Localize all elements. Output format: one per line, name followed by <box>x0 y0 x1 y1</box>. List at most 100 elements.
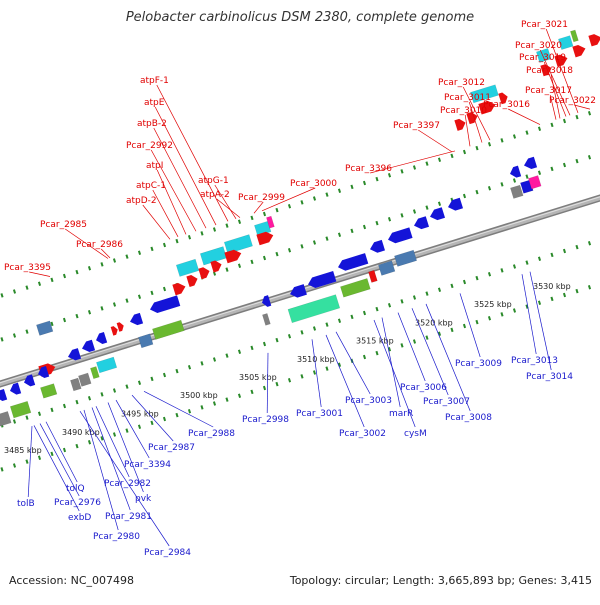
reverse-tick-mark <box>512 264 517 269</box>
forward-tick-mark <box>212 227 217 232</box>
reverse-tick-mark <box>462 279 467 285</box>
forward-gene-label: atpG-1 <box>198 176 229 186</box>
reverse-gene-arrow <box>338 253 369 271</box>
reverse-tick-mark <box>50 451 54 457</box>
forward-tick-mark <box>300 244 304 249</box>
reverse-tick-mark <box>25 459 29 464</box>
forward-tick-mark <box>0 337 4 342</box>
reverse-leader-line <box>143 391 214 428</box>
forward-tick-mark <box>400 169 404 174</box>
forward-tick-mark <box>225 223 229 228</box>
forward-gene-label: atpC-1 <box>136 181 166 191</box>
forward-tick-mark <box>62 273 67 279</box>
forward-tick-mark <box>425 205 429 210</box>
forward-tick-mark <box>137 294 142 299</box>
reverse-tick-mark <box>225 353 229 358</box>
reverse-tick-mark <box>212 401 217 406</box>
gene-box <box>262 313 271 326</box>
forward-gene-label: atpF-1 <box>140 76 169 86</box>
forward-gene-label: Pcar_3017 <box>525 86 572 96</box>
gene-box <box>175 258 200 277</box>
reverse-tick-mark <box>12 463 17 468</box>
reverse-gene-label: Pcar_2987 <box>148 443 195 453</box>
forward-leader-line <box>216 198 241 218</box>
gene-box <box>0 411 12 427</box>
reverse-tick-mark <box>125 428 129 433</box>
reverse-tick-mark <box>537 300 542 305</box>
gene-box <box>36 320 54 336</box>
reverse-tick-mark <box>137 424 142 429</box>
gene-box <box>9 400 32 419</box>
reverse-tick-mark <box>487 272 492 277</box>
reverse-tick-mark <box>487 316 492 321</box>
forward-tick-mark <box>337 188 342 193</box>
forward-tick-mark <box>112 258 117 263</box>
forward-gene-label: Pcar_2992 <box>126 141 173 151</box>
reverse-tick-mark <box>187 365 192 370</box>
reverse-tick-mark <box>475 275 479 281</box>
gene-box <box>287 294 341 324</box>
reverse-tick-mark <box>337 318 342 323</box>
forward-tick-mark <box>262 211 267 217</box>
reverse-gene-label: tolB <box>17 499 35 509</box>
reverse-gene-label: Pcar_2981 <box>105 512 152 522</box>
forward-tick-mark <box>325 192 329 197</box>
forward-leader-line <box>261 187 316 212</box>
forward-tick-mark <box>162 242 167 248</box>
forward-tick-mark <box>412 209 417 214</box>
scale-tick-label: 3525 kbp <box>474 300 512 309</box>
reverse-tick-mark <box>37 455 42 460</box>
forward-tick-mark <box>587 111 592 116</box>
forward-gene-label: Pcar_3021 <box>521 20 568 30</box>
reverse-tick-mark <box>262 341 267 347</box>
reverse-gene-label: Pcar_2980 <box>93 532 140 542</box>
reverse-tick-mark <box>375 306 379 312</box>
forward-leader-line <box>418 129 453 153</box>
forward-leader-line <box>462 86 491 141</box>
reverse-leader-line <box>521 274 537 355</box>
forward-gene-arrow <box>572 45 586 58</box>
reverse-gene-arrow <box>388 227 413 244</box>
reverse-leader-line <box>45 421 78 483</box>
reverse-tick-mark <box>575 288 579 294</box>
forward-gene-label: Pcar_3011 <box>444 93 491 103</box>
forward-tick-mark <box>275 251 279 257</box>
reverse-leader-line <box>311 339 322 408</box>
forward-tick-mark <box>525 130 529 135</box>
forward-tick-mark <box>162 286 167 292</box>
forward-tick-mark <box>25 329 29 334</box>
reverse-gene-label: Pcar_3003 <box>345 396 392 406</box>
forward-tick-mark <box>512 178 517 183</box>
reverse-gene-label: cysM <box>404 429 427 439</box>
forward-tick-mark <box>512 134 517 139</box>
reverse-tick-mark <box>112 388 117 393</box>
reverse-tick-mark <box>500 268 504 273</box>
reverse-tick-mark <box>237 349 242 354</box>
reverse-tick-mark <box>550 252 554 258</box>
forward-gene-label: Pcar_3020 <box>515 41 562 51</box>
reverse-gene-label: Pcar_3001 <box>296 409 343 419</box>
reverse-leader-line <box>397 312 426 382</box>
gene-box <box>96 356 118 374</box>
forward-tick-mark <box>200 231 204 236</box>
forward-tick-mark <box>100 262 104 267</box>
scale-tick-label: 3485 kbp <box>4 446 42 455</box>
forward-tick-mark <box>287 204 292 209</box>
reverse-tick-mark <box>212 357 217 362</box>
forward-leader-line <box>152 189 179 237</box>
reverse-leader-line <box>115 399 150 459</box>
forward-tick-mark <box>487 186 492 191</box>
reverse-tick-mark <box>337 362 342 367</box>
forward-tick-mark <box>362 180 367 186</box>
scale-tick-label: 3505 kbp <box>239 373 277 382</box>
gene-box <box>394 249 418 267</box>
forward-tick-mark <box>350 228 354 234</box>
forward-tick-mark <box>25 285 29 290</box>
reverse-tick-mark <box>287 378 292 383</box>
forward-gene-label: Pcar_2999 <box>238 193 285 203</box>
reverse-gene-label: Pcar_3008 <box>445 413 492 423</box>
forward-tick-mark <box>50 277 54 283</box>
reverse-tick-mark <box>150 420 154 426</box>
forward-tick-mark <box>375 176 379 182</box>
forward-tick-mark <box>487 142 492 147</box>
